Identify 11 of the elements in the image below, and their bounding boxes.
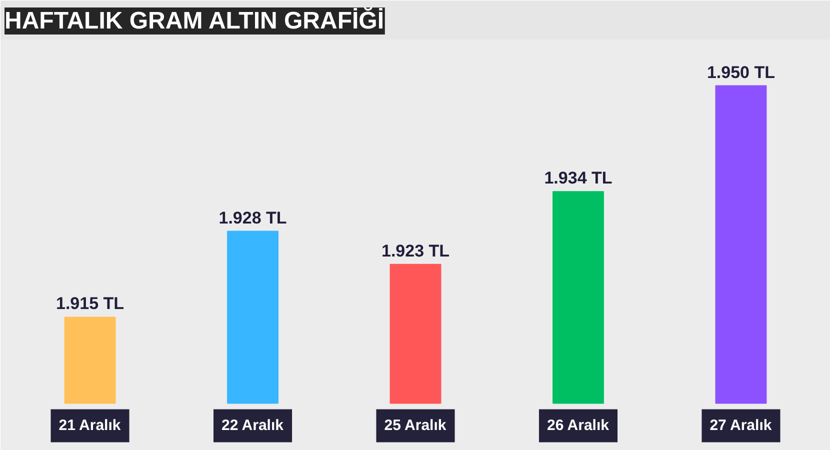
data-label: 1.928 TL: [218, 208, 287, 228]
x-tick-label: 26 Aralık: [546, 417, 610, 434]
x-tick-label: 27 Aralık: [710, 417, 772, 434]
x-tick-label: 21 Aralık: [58, 417, 122, 434]
data-label: 1.934 TL: [544, 168, 612, 188]
data-label: 1.923 TL: [381, 241, 450, 260]
chart-title: HAFTALIK GRAM ALTIN GRAFİĞİ: [4, 6, 384, 34]
data-label: 1.950 TL: [706, 62, 776, 82]
x-tick-label: 22 Aralık: [221, 417, 284, 434]
data-label: 1.915 TL: [56, 294, 124, 314]
x-tick-label: 25 Aralık: [384, 417, 447, 434]
